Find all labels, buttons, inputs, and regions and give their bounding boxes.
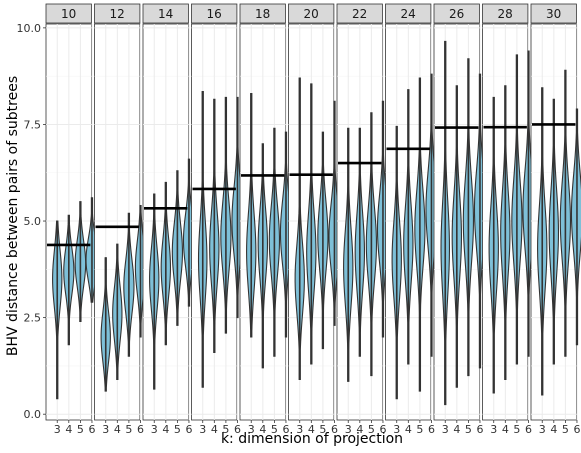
x-tick-label: 4 [356,423,363,436]
facet-strip [288,3,335,24]
x-tick-label: 6 [88,423,95,436]
x-tick-label: 3 [248,423,255,436]
facet-strip-label: 26 [449,7,464,21]
facet-strip [482,3,529,24]
x-tick-label: 6 [379,423,386,436]
x-tick-label: 6 [137,423,144,436]
x-tick-label: 6 [234,423,241,436]
facet-panel: 14 3 4 5 6 [142,3,196,436]
x-tick-label: 4 [211,423,218,436]
facet-strip-label: 20 [304,7,319,21]
y-tick-label: 5.0 [24,215,42,228]
x-tick-label: 4 [453,423,460,436]
facet-strip [45,3,92,24]
x-tick-label: 3 [199,423,206,436]
y-tick-label: 2.5 [24,312,42,325]
y-axis: 0.0 2.5 5.0 7.5 10.0 [17,22,46,421]
x-tick-label: 6 [476,423,483,436]
y-tick-label: 0.0 [24,408,42,421]
facet-panel: 28 3 4 5 6 [482,3,535,436]
facet-strip [142,3,189,24]
x-tick-label: 6 [282,423,289,436]
facet-panel: 30 3 4 5 6 [530,3,581,436]
x-tick-label: 4 [114,423,121,436]
facet-strip [385,3,432,24]
x-tick-label: 3 [54,423,61,436]
facet-strip [433,3,480,24]
x-tick-label: 3 [345,423,352,436]
facet-strip [239,3,286,24]
facet-strip [94,3,141,24]
facet-strip-label: 16 [207,7,222,21]
facet-panel: 12 3 4 5 6 [94,3,147,436]
x-tick-label: 5 [465,423,472,436]
x-tick-label: 3 [442,423,449,436]
facet-strip-label: 12 [110,7,125,21]
x-tick-label: 4 [259,423,266,436]
x-tick-label: 4 [502,423,509,436]
x-tick-label: 3 [102,423,109,436]
y-tick-label: 10.0 [17,22,42,35]
x-tick-label: 3 [490,423,497,436]
facet-panel: 26 3 4 5 6 [433,3,487,436]
x-tick-label: 4 [162,423,169,436]
facet-panel: 16 3 4 5 6 [191,3,244,436]
x-tick-label: 5 [125,423,132,436]
y-axis-label: BHV distance between pairs of subtrees [5,76,21,356]
x-tick-label: 4 [308,423,315,436]
x-tick-label: 5 [174,423,181,436]
x-tick-label: 3 [151,423,158,436]
facet-panel: 22 3 4 5 6 [336,3,390,436]
x-tick-label: 5 [319,423,326,436]
facet-strip-label: 24 [401,7,416,21]
x-tick-label: 5 [513,423,520,436]
x-tick-label: 6 [428,423,435,436]
x-tick-label: 5 [416,423,423,436]
facet-strip [336,3,383,24]
facet-panel: 18 3 4 5 6 [239,3,293,436]
facet-strip-label: 10 [61,7,76,21]
facet-strip-label: 14 [158,7,173,21]
x-tick-label: 6 [573,423,580,436]
x-tick-label: 6 [525,423,532,436]
facet-strip [191,3,238,24]
facet-strip-label: 30 [546,7,561,21]
x-tick-label: 6 [185,423,192,436]
x-tick-label: 4 [550,423,557,436]
facet-strip-label: 22 [352,7,367,21]
facet-panel: 20 3 4 5 6 [288,3,341,436]
x-tick-label: 3 [539,423,546,436]
facet-panel: 10 3 4 5 6 [45,3,99,436]
facet-strip-label: 18 [255,7,270,21]
x-tick-label: 3 [393,423,400,436]
x-axis-label: k: dimension of projection [221,431,403,447]
x-tick-label: 5 [77,423,84,436]
y-tick-label: 7.5 [24,118,42,131]
x-tick-label: 5 [222,423,229,436]
x-tick-label: 3 [296,423,303,436]
x-tick-label: 5 [562,423,569,436]
x-tick-label: 4 [405,423,412,436]
facet-strip-label: 28 [498,7,513,21]
facet-panel: 24 3 4 5 6 [385,3,438,436]
x-tick-label: 6 [331,423,338,436]
x-tick-label: 4 [65,423,72,436]
x-tick-label: 5 [271,423,278,436]
facet-strip [530,3,577,24]
x-tick-label: 5 [368,423,375,436]
